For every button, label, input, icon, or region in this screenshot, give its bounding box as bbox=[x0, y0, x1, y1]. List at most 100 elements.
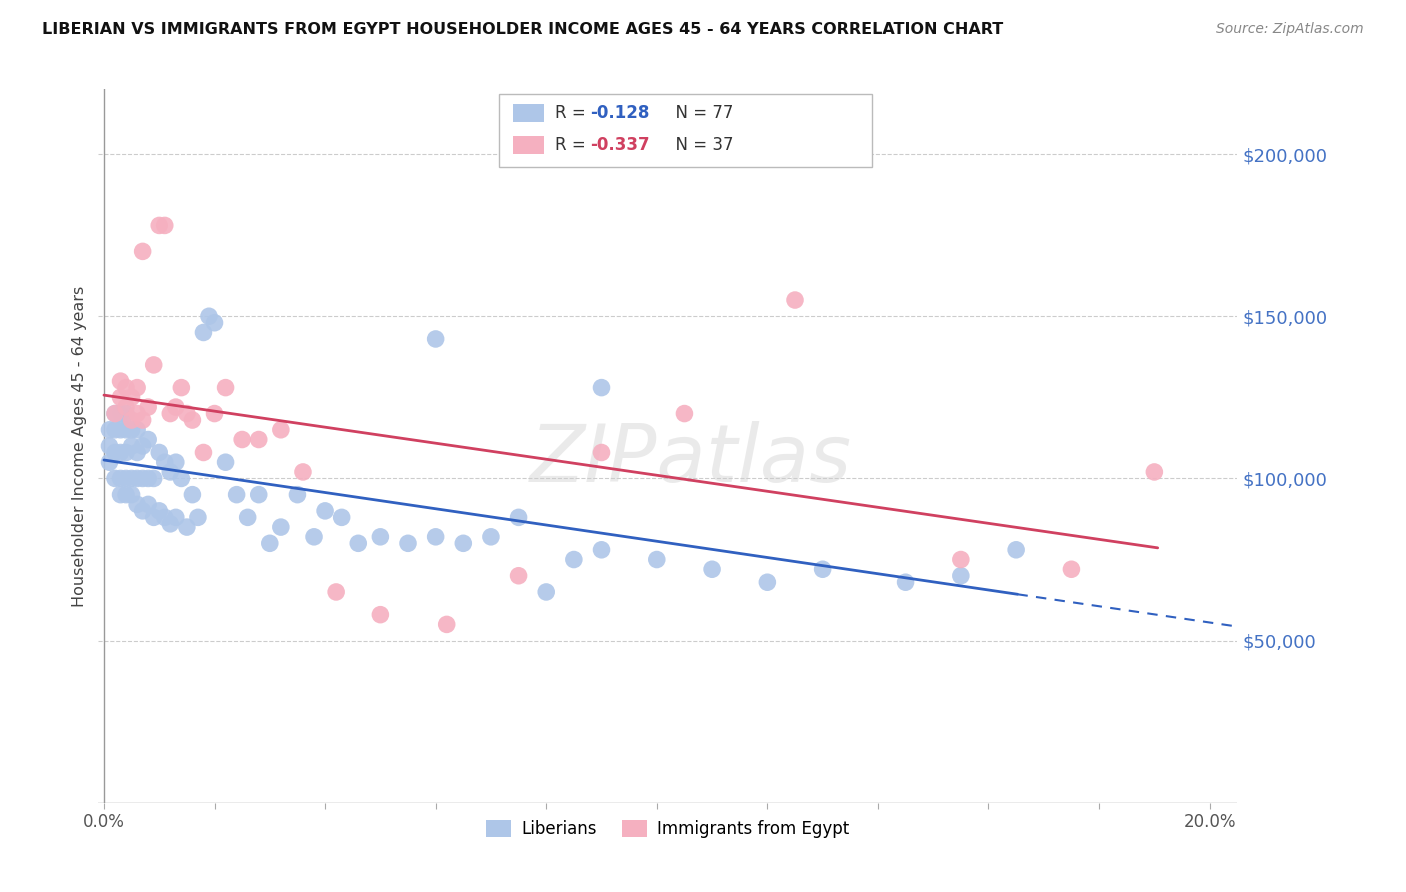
Point bbox=[247, 488, 270, 502]
Point bbox=[425, 332, 447, 346]
Point bbox=[115, 381, 138, 395]
Point bbox=[347, 536, 370, 550]
Point bbox=[370, 607, 392, 622]
Legend: Liberians, Immigrants from Egypt: Liberians, Immigrants from Egypt bbox=[479, 813, 856, 845]
Point bbox=[453, 536, 475, 550]
Point bbox=[131, 504, 153, 518]
Point bbox=[591, 542, 613, 557]
Point bbox=[127, 445, 149, 459]
Point bbox=[949, 568, 972, 582]
Point bbox=[127, 423, 149, 437]
Text: R =: R = bbox=[555, 136, 592, 154]
Point bbox=[115, 423, 138, 437]
Point bbox=[756, 575, 779, 590]
Point bbox=[894, 575, 917, 590]
Point bbox=[270, 520, 292, 534]
Point bbox=[110, 471, 132, 485]
Point bbox=[287, 488, 309, 502]
Point bbox=[436, 617, 458, 632]
Point bbox=[104, 407, 127, 421]
Point bbox=[110, 390, 132, 404]
Point bbox=[98, 439, 121, 453]
Point bbox=[127, 471, 149, 485]
Point bbox=[214, 455, 236, 469]
Point bbox=[236, 510, 259, 524]
Point bbox=[479, 530, 502, 544]
Text: N = 37: N = 37 bbox=[665, 136, 734, 154]
Point bbox=[153, 219, 176, 233]
Text: -0.337: -0.337 bbox=[591, 136, 650, 154]
Point bbox=[110, 488, 132, 502]
Point bbox=[193, 445, 215, 459]
Point bbox=[170, 381, 193, 395]
Point bbox=[115, 488, 138, 502]
Point bbox=[115, 445, 138, 459]
Point bbox=[330, 510, 353, 524]
Point bbox=[204, 407, 226, 421]
Point bbox=[142, 471, 165, 485]
Point bbox=[131, 471, 153, 485]
Point bbox=[110, 423, 132, 437]
Point bbox=[127, 497, 149, 511]
Point bbox=[783, 293, 806, 307]
Point bbox=[110, 445, 132, 459]
Point bbox=[153, 455, 176, 469]
Point bbox=[159, 516, 181, 531]
Point bbox=[131, 439, 153, 453]
Point bbox=[121, 390, 143, 404]
Point bbox=[198, 310, 221, 324]
Point bbox=[673, 407, 696, 421]
Point bbox=[165, 400, 187, 414]
Point bbox=[425, 530, 447, 544]
Point bbox=[225, 488, 247, 502]
Point bbox=[811, 562, 834, 576]
Point bbox=[148, 445, 170, 459]
Point bbox=[148, 219, 170, 233]
Point bbox=[110, 407, 132, 421]
Point bbox=[302, 530, 325, 544]
Point bbox=[98, 455, 121, 469]
Point bbox=[181, 413, 204, 427]
Point bbox=[562, 552, 585, 566]
Point bbox=[187, 510, 209, 524]
Point bbox=[700, 562, 723, 576]
Text: R =: R = bbox=[555, 104, 592, 122]
Point bbox=[214, 381, 236, 395]
Point bbox=[115, 407, 138, 421]
Point bbox=[98, 423, 121, 437]
Text: LIBERIAN VS IMMIGRANTS FROM EGYPT HOUSEHOLDER INCOME AGES 45 - 64 YEARS CORRELAT: LIBERIAN VS IMMIGRANTS FROM EGYPT HOUSEH… bbox=[42, 22, 1004, 37]
Point bbox=[170, 471, 193, 485]
Point bbox=[165, 510, 187, 524]
Point bbox=[508, 568, 530, 582]
Point bbox=[1143, 465, 1166, 479]
Point bbox=[127, 407, 149, 421]
Point bbox=[270, 423, 292, 437]
Point bbox=[131, 244, 153, 259]
Point bbox=[131, 413, 153, 427]
Point bbox=[291, 465, 314, 479]
Point bbox=[104, 423, 127, 437]
Point bbox=[370, 530, 392, 544]
Point bbox=[104, 471, 127, 485]
Point bbox=[121, 423, 143, 437]
Point bbox=[176, 520, 198, 534]
Point bbox=[204, 316, 226, 330]
Point bbox=[136, 471, 159, 485]
Point bbox=[591, 445, 613, 459]
Point bbox=[193, 326, 215, 340]
Point bbox=[176, 407, 198, 421]
Point bbox=[396, 536, 419, 550]
Point bbox=[1060, 562, 1083, 576]
Point bbox=[591, 381, 613, 395]
Point bbox=[142, 358, 165, 372]
Point bbox=[247, 433, 270, 447]
Text: Source: ZipAtlas.com: Source: ZipAtlas.com bbox=[1216, 22, 1364, 37]
Text: N = 77: N = 77 bbox=[665, 104, 734, 122]
Point bbox=[136, 497, 159, 511]
Point bbox=[104, 445, 127, 459]
Y-axis label: Householder Income Ages 45 - 64 years: Householder Income Ages 45 - 64 years bbox=[72, 285, 87, 607]
Point bbox=[314, 504, 336, 518]
Point bbox=[136, 400, 159, 414]
Point bbox=[159, 465, 181, 479]
Point bbox=[159, 407, 181, 421]
